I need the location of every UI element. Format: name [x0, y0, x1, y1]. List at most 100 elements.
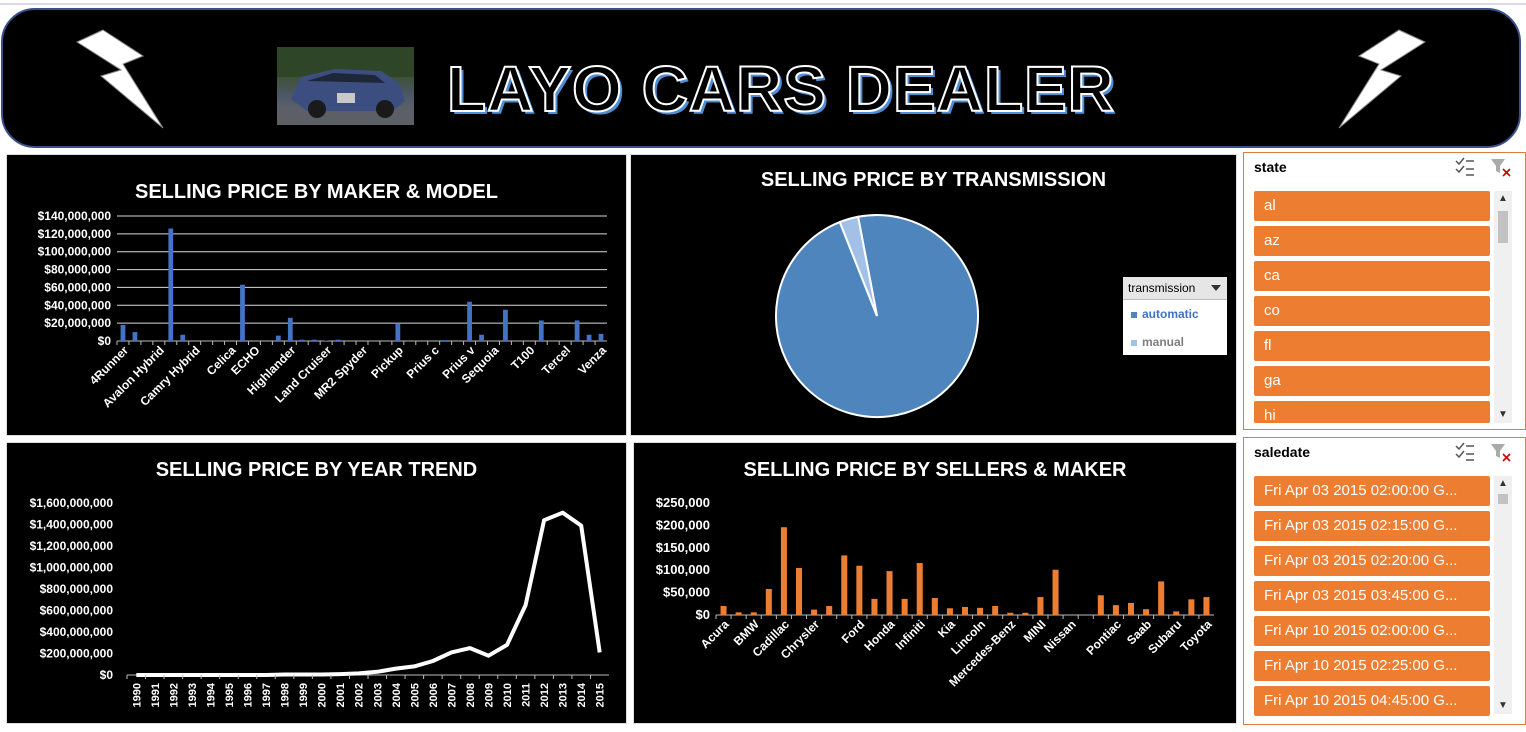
x-tick-label: 2004	[391, 682, 403, 707]
multi-select-icon[interactable]	[1454, 442, 1476, 462]
legend-item-manual[interactable]: manual	[1131, 335, 1184, 349]
x-tick-label: 2006	[428, 683, 440, 707]
bar	[538, 320, 544, 341]
bar	[1007, 612, 1014, 615]
slicer-item[interactable]: al	[1254, 191, 1490, 221]
legend-filter-button[interactable]: transmission	[1123, 277, 1227, 300]
slicer-item[interactable]: fl	[1254, 331, 1490, 361]
lightning-icon	[1338, 29, 1427, 129]
bar	[841, 555, 848, 615]
x-tick-label: 1991	[150, 683, 162, 707]
maker-model-chart-panel: SELLING PRICE BY MAKER & MODEL $0 $20,000…	[6, 154, 627, 436]
x-tick-label: 1998	[280, 683, 292, 707]
slicer-item[interactable]: ca	[1254, 261, 1490, 291]
slicer-header: state	[1254, 159, 1287, 175]
legend-swatch	[1131, 339, 1137, 346]
scroll-thumb[interactable]	[1498, 494, 1508, 504]
slicer-item[interactable]: Fri Apr 10 2015 04:45:00 G...	[1254, 686, 1490, 716]
bar	[961, 606, 969, 615]
state-slicer: state al az ca co fl ga hi ▲ ▼	[1243, 152, 1526, 430]
bar	[916, 563, 923, 615]
x-tick-label: Acura	[698, 617, 732, 651]
x-tick-label: Toyota	[1177, 617, 1214, 654]
slicer-item[interactable]: Fri Apr 03 2015 03:45:00 G...	[1254, 581, 1490, 611]
slicer-item[interactable]: Fri Apr 03 2015 02:00:00 G...	[1254, 476, 1490, 506]
y-tick-label: $100,000	[656, 562, 710, 577]
y-tick-label: $120,000,000	[38, 227, 112, 241]
scroll-down-icon[interactable]: ▼	[1498, 700, 1508, 711]
bar	[795, 567, 803, 615]
bar	[1022, 612, 1029, 615]
bar	[811, 609, 818, 615]
bar	[1127, 602, 1135, 615]
bar	[780, 527, 787, 615]
x-tick-label: 2007	[446, 683, 458, 707]
y-tick-label: $200,000	[656, 517, 710, 532]
bar	[443, 340, 449, 341]
bar	[750, 612, 757, 615]
y-tick-label: $20,000,000	[44, 316, 111, 330]
scroll-up-icon[interactable]: ▲	[1498, 193, 1508, 204]
maker-model-bar-chart: $0 $20,000,000 $40,000,000 $60,000,000 $80,0…	[38, 209, 610, 410]
trend-line	[136, 510, 602, 677]
bar	[132, 332, 138, 341]
bar	[946, 608, 953, 615]
slicer-item[interactable]: Fri Apr 10 2015 02:25:00 G...	[1254, 651, 1490, 681]
x-tick-label: 2012	[539, 683, 551, 707]
slicer-item[interactable]: hi	[1254, 401, 1490, 423]
lightning-icon	[75, 29, 164, 129]
x-tick-label: 1999	[298, 683, 310, 707]
scroll-up-icon[interactable]: ▲	[1498, 478, 1508, 489]
pie-slice	[838, 215, 878, 317]
slicer-scrollbar[interactable]: ▲ ▼	[1494, 476, 1512, 714]
bar	[977, 607, 984, 615]
bar	[598, 333, 604, 341]
x-tick-label: Nissan	[1041, 617, 1079, 655]
slicer-item[interactable]: Fri Apr 03 2015 02:15:00 G...	[1254, 511, 1490, 541]
x-tick-label: 2005	[409, 683, 421, 707]
legend-item-automatic[interactable]: automatic	[1131, 307, 1199, 321]
y-tick-label: $1,600,000,000	[30, 496, 114, 510]
x-tick-label: 2013	[558, 683, 570, 707]
scroll-down-icon[interactable]: ▼	[1498, 409, 1508, 420]
y-tick-label: $400,000,000	[40, 625, 114, 639]
slicer-item[interactable]: Fri Apr 10 2015 02:00:00 G...	[1254, 616, 1490, 646]
sellers-maker-chart-panel: SELLING PRICE BY SELLERS & MAKER $0 $50,0…	[633, 442, 1237, 724]
bar	[735, 612, 742, 615]
clear-filter-icon[interactable]	[1490, 157, 1512, 177]
bar	[503, 309, 508, 341]
x-tick-label: Pickup	[368, 343, 406, 381]
chart-title: SELLING PRICE BY YEAR TREND	[155, 459, 478, 481]
bar	[1112, 605, 1119, 615]
bar	[765, 589, 772, 615]
bar	[992, 606, 999, 615]
x-tick-label: Subaru	[1145, 617, 1184, 656]
chart-title: SELLING PRICE BY MAKER & MODEL	[135, 181, 498, 203]
x-tick-label: 2000	[317, 683, 329, 707]
y-tick-label: $200,000,000	[40, 647, 114, 661]
bar	[479, 334, 484, 341]
bar	[826, 606, 833, 615]
y-tick-label: $600,000,000	[40, 604, 114, 618]
multi-select-icon[interactable]	[1454, 157, 1476, 177]
bar	[1173, 611, 1180, 615]
clear-filter-icon[interactable]	[1490, 442, 1512, 462]
slicer-item[interactable]: ga	[1254, 366, 1490, 396]
bar	[871, 598, 878, 615]
saledate-slicer: saledate Fri Apr 03 2015 02:00:00 G... F…	[1243, 437, 1526, 725]
slicer-scrollbar[interactable]: ▲ ▼	[1494, 191, 1512, 423]
bar	[168, 228, 174, 341]
x-tick-label: Venza	[575, 343, 609, 377]
slicer-item[interactable]: Fri Apr 03 2015 02:20:00 G...	[1254, 546, 1490, 576]
y-tick-label: $0	[98, 334, 112, 348]
slicer-item[interactable]: co	[1254, 296, 1490, 326]
x-tick-label: Prius c	[404, 343, 442, 381]
legend-swatch	[1131, 311, 1137, 318]
y-tick-label: $250,000	[656, 495, 710, 510]
y-tick-label: $60,000,000	[44, 280, 111, 294]
scroll-thumb[interactable]	[1498, 211, 1508, 243]
chart-title: SELLING PRICE BY SELLERS & MAKER	[743, 459, 1127, 481]
slicer-item[interactable]: az	[1254, 226, 1490, 256]
bar	[901, 598, 908, 615]
bar	[240, 284, 245, 341]
